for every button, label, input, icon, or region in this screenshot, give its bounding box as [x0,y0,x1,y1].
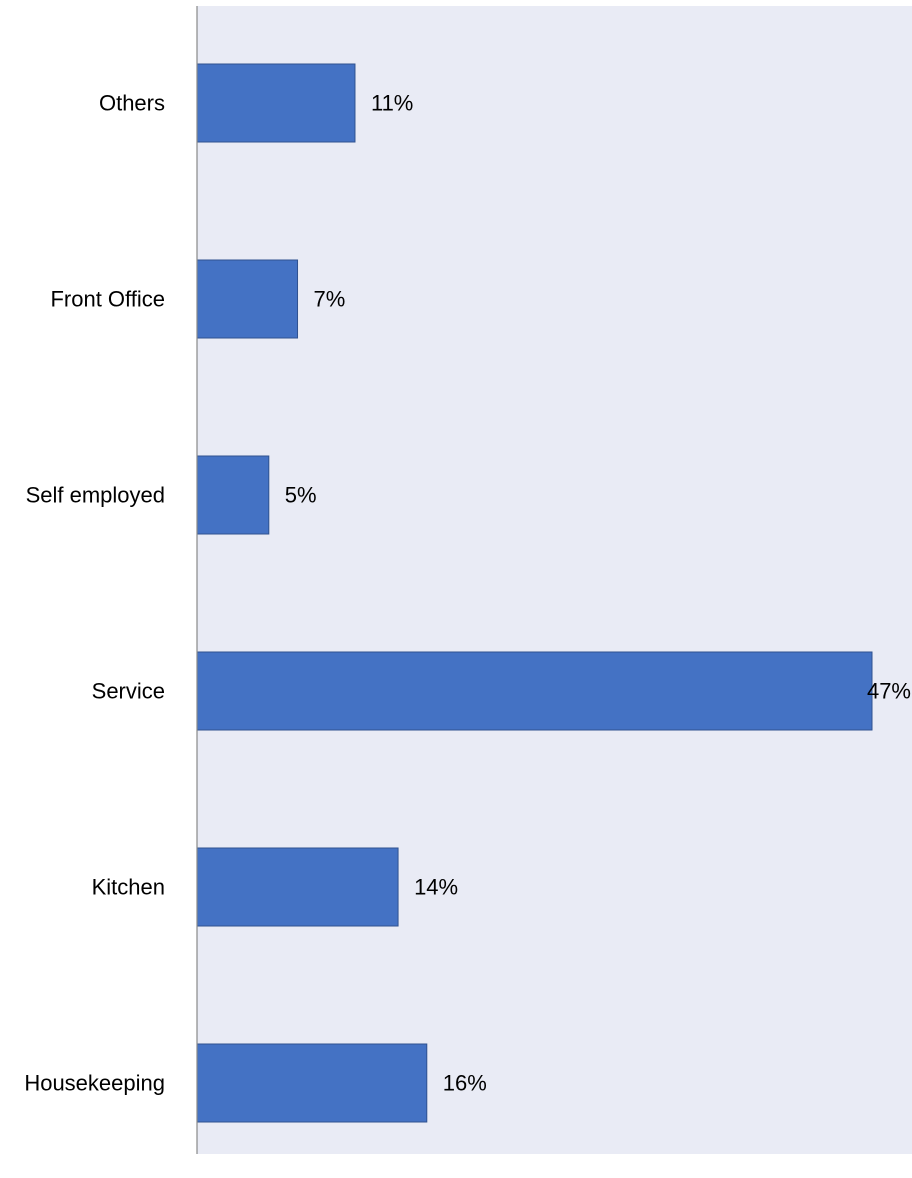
data-label-kitchen: 14% [414,875,458,900]
bar-others [196,63,356,143]
category-label-front-office: Front Office [50,287,165,312]
category-label-kitchen: Kitchen [92,875,165,900]
data-label-housekeeping: 16% [443,1071,487,1096]
bar-kitchen [196,847,399,927]
data-label-service: 47% [867,679,911,704]
bars-group [196,63,873,1123]
bar-front-office [196,259,299,339]
category-label-others: Others [99,91,165,116]
data-label-others: 11% [371,91,413,116]
bar-self-employed [196,455,270,535]
plot-area [197,6,912,1154]
labels-group: Others 11% Front Office 7% Self employed 5% Se… [24,91,911,1096]
category-label-housekeeping: Housekeeping [24,1071,165,1096]
bar-housekeeping [196,1043,428,1123]
bar-service [196,651,873,731]
category-label-service: Service [92,679,165,704]
category-label-self-employed: Self employed [26,483,165,508]
data-label-self-employed: 5% [285,483,317,508]
data-label-front-office: 7% [314,287,346,312]
